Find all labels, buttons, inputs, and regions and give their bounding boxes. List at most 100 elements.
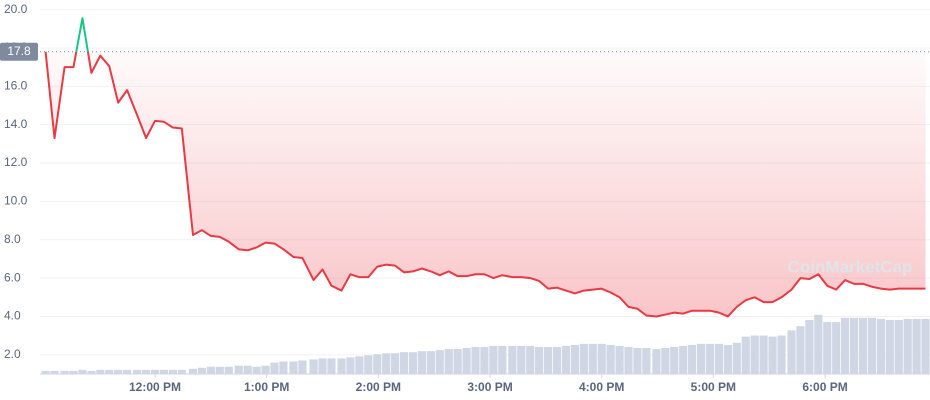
volume-bar — [759, 335, 768, 374]
volume-bar — [696, 343, 706, 374]
volume-bar — [87, 370, 96, 374]
volume-bar — [768, 336, 777, 374]
y-tick-label: 16.0 — [4, 78, 28, 92]
y-tick-label: 6.0 — [4, 270, 21, 284]
x-tick-label: 12:00 PM — [129, 380, 181, 394]
volume-bar — [579, 343, 588, 374]
volume-bar — [41, 370, 50, 374]
volume-bar — [364, 355, 373, 374]
y-tick-label: 10.0 — [4, 194, 28, 208]
volume-bar — [261, 365, 270, 374]
volume-bar — [123, 369, 132, 374]
volume-bar — [921, 318, 930, 374]
x-tick-label: 4:00 PM — [579, 380, 624, 394]
volume-bar — [337, 358, 346, 374]
volume-bar — [894, 319, 903, 374]
volume-bar — [168, 369, 177, 374]
volume-bar — [912, 318, 921, 374]
volume-bar — [480, 346, 489, 374]
y-tick-label: 20.0 — [4, 2, 28, 16]
volume-bar — [876, 318, 885, 374]
volume-bar — [498, 345, 507, 374]
volume-bar — [823, 322, 832, 374]
volume-bar — [224, 366, 233, 374]
volume-bar — [318, 358, 327, 374]
volume-bar — [188, 368, 198, 374]
volume-bar — [471, 346, 480, 374]
volume-bar — [561, 345, 571, 374]
volume-bar — [50, 370, 59, 374]
volume-bar — [832, 322, 841, 374]
volume-bar — [346, 357, 355, 374]
reference-label: 17.8 — [7, 44, 31, 58]
volume-bar — [661, 348, 670, 374]
volume-bar — [535, 346, 544, 374]
volume-bar — [309, 359, 318, 374]
volume-bar — [652, 349, 661, 374]
volume-bar — [60, 370, 69, 374]
volume-bar — [741, 336, 750, 374]
volume-bar — [606, 344, 615, 374]
price-line — [44, 17, 926, 318]
volume-bar — [526, 345, 535, 374]
area-layer — [45, 51, 926, 317]
volume-bar — [544, 346, 553, 374]
volume-bar — [355, 356, 364, 374]
volume-bar — [382, 353, 391, 374]
volume-bar — [688, 344, 697, 374]
volume-bar — [197, 367, 207, 374]
volume-bar — [903, 318, 912, 374]
volume-bar — [206, 366, 215, 374]
volume-bar — [670, 346, 679, 374]
volume-bar — [849, 317, 859, 374]
volume-bar — [133, 369, 142, 374]
volume-bar — [814, 314, 823, 374]
volume-bar — [588, 343, 597, 374]
reference-badge — [0, 42, 38, 61]
volume-bar — [426, 351, 435, 374]
volume-bar — [373, 354, 382, 374]
volume-bar — [177, 369, 186, 374]
volume-bar — [714, 343, 724, 374]
volume-bar — [552, 346, 562, 374]
volume-bar — [796, 326, 805, 374]
volume-bar — [243, 365, 252, 374]
volume-bar — [399, 352, 409, 374]
volume-bar — [159, 369, 169, 374]
volume-bar — [679, 345, 688, 374]
volume-bar — [508, 345, 517, 374]
volume-bar — [114, 369, 123, 374]
volume-bar — [279, 361, 288, 374]
volume-bar — [517, 345, 526, 374]
x-tick-label: 3:00 PM — [467, 380, 512, 394]
volume-bar — [150, 369, 160, 374]
volume-bar — [444, 349, 453, 374]
volume-bar — [462, 348, 471, 374]
volume-bar — [234, 365, 243, 374]
volume-bar — [615, 345, 624, 374]
volume-bar — [215, 366, 224, 374]
y-tick-label: 8.0 — [4, 232, 21, 246]
volume-bar — [391, 353, 400, 374]
line-layer — [44, 17, 926, 318]
volume-bar — [633, 348, 642, 374]
volume-bar — [298, 360, 307, 374]
volume-bar — [141, 369, 151, 374]
watermark: CoinMarketCap — [788, 257, 913, 276]
volume-bar — [252, 366, 261, 374]
volume-bar — [732, 342, 741, 374]
y-tick-label: 4.0 — [4, 309, 21, 323]
volume-bar — [867, 317, 877, 374]
volume-bar — [841, 317, 850, 374]
volume-bar — [69, 370, 78, 374]
volume — [41, 314, 930, 374]
volume-bar — [78, 369, 87, 374]
volume-bar — [289, 361, 298, 374]
volume-bar — [417, 351, 426, 374]
volume-bar — [750, 335, 759, 374]
volume-bar — [489, 345, 498, 374]
volume-bar — [787, 330, 796, 374]
